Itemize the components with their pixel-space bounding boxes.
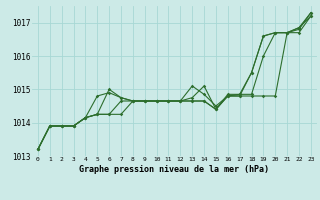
X-axis label: Graphe pression niveau de la mer (hPa): Graphe pression niveau de la mer (hPa) <box>79 165 269 174</box>
